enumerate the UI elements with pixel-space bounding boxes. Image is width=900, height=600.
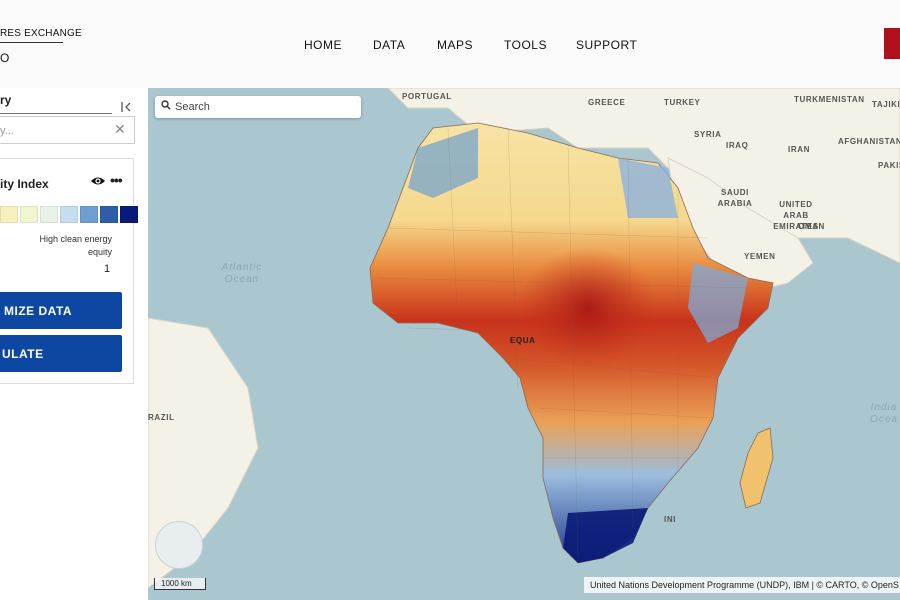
layer-filter-input[interactable]: y... ✕ bbox=[0, 116, 135, 144]
legend-swatch bbox=[100, 206, 118, 223]
nav-data[interactable]: DATA bbox=[373, 38, 406, 52]
map-label-saudi-arabia: SAUDI ARABIA bbox=[717, 188, 753, 208]
more-options-icon[interactable]: ••• bbox=[110, 172, 123, 188]
simulate-button[interactable]: ULATE bbox=[0, 335, 122, 372]
map-label-uae: UNITED ARAB EMIRATES bbox=[773, 200, 819, 231]
map-attribution: United Nations Development Programme (UN… bbox=[584, 577, 900, 593]
map-search-input[interactable]: Search bbox=[155, 96, 361, 118]
nav-tools[interactable]: TOOLS bbox=[504, 38, 547, 52]
legend-swatch bbox=[80, 206, 98, 223]
nav-support[interactable]: SUPPORT bbox=[576, 38, 638, 52]
category-divider bbox=[0, 113, 112, 114]
ocean-label-atlantic: Atlantic Ocean bbox=[221, 262, 263, 285]
brand-line-1: RES EXCHANGE bbox=[0, 28, 82, 43]
globe-view-toggle[interactable] bbox=[155, 521, 203, 569]
brand-line-2: O bbox=[0, 51, 10, 65]
map-label-mozambique: INI bbox=[664, 515, 677, 524]
layer-title: ity Index bbox=[0, 177, 49, 191]
layer-panel: ry y... ✕ ity Index ••• High clean energ… bbox=[0, 88, 148, 600]
legend-swatch bbox=[60, 206, 78, 223]
map-label-equatorial: EQUA bbox=[510, 336, 536, 345]
scale-bar: 1000 km bbox=[154, 578, 206, 590]
category-label: ry bbox=[0, 93, 12, 107]
legend-swatch bbox=[120, 206, 138, 223]
top-header: RES EXCHANGE O HOME DATA MAPS TOOLS SUPP… bbox=[0, 0, 900, 89]
brand-logo[interactable]: RES EXCHANGE O bbox=[0, 28, 82, 65]
eye-icon[interactable] bbox=[90, 175, 106, 187]
ocean-label-indian: India Ocea bbox=[870, 402, 898, 425]
header-action-button[interactable] bbox=[884, 28, 900, 59]
map-canvas[interactable]: PORTUGAL GREECE TURKEY TURKMENISTAN TAJI… bbox=[148, 88, 900, 600]
map-label-greece: GREECE bbox=[588, 98, 626, 107]
nav-maps[interactable]: MAPS bbox=[437, 38, 474, 52]
map-label-turkey: TURKEY bbox=[664, 98, 701, 107]
map-label-afghanistan: AFGHANISTAN bbox=[838, 137, 900, 146]
map-label-syria: SYRIA bbox=[694, 130, 722, 139]
map-label-portugal: PORTUGAL bbox=[402, 92, 452, 101]
nav-home[interactable]: HOME bbox=[304, 38, 342, 52]
map-label-iraq: IRAQ bbox=[726, 141, 749, 150]
map-label-yemen: YEMEN bbox=[744, 252, 776, 261]
legend-high-value: 1 bbox=[104, 263, 111, 275]
collapse-panel-icon[interactable] bbox=[119, 100, 135, 114]
legend-color-ramp bbox=[0, 206, 140, 223]
map-label-iran: IRAN bbox=[788, 145, 810, 154]
clear-filter-icon[interactable]: ✕ bbox=[114, 121, 126, 137]
map-label-turkmenistan: TURKMENISTAN bbox=[794, 95, 865, 104]
legend-swatch bbox=[20, 206, 38, 223]
legend-swatch bbox=[40, 206, 58, 223]
simulate-label: ULATE bbox=[2, 347, 44, 361]
search-icon bbox=[161, 100, 171, 110]
legend-swatch bbox=[0, 206, 18, 223]
customize-data-label: MIZE DATA bbox=[4, 304, 73, 318]
map-label-brazil: RAZIL bbox=[148, 413, 175, 422]
legend-high-label: High clean energy equity bbox=[39, 234, 112, 257]
layer-card: ity Index ••• High clean energy equity 1 bbox=[0, 158, 138, 384]
map-label-oman: OMAN bbox=[798, 222, 825, 231]
map-basemap bbox=[148, 88, 900, 589]
filter-placeholder: y... bbox=[0, 125, 14, 137]
customize-data-button[interactable]: MIZE DATA bbox=[0, 292, 122, 329]
search-placeholder: Search bbox=[175, 101, 210, 113]
